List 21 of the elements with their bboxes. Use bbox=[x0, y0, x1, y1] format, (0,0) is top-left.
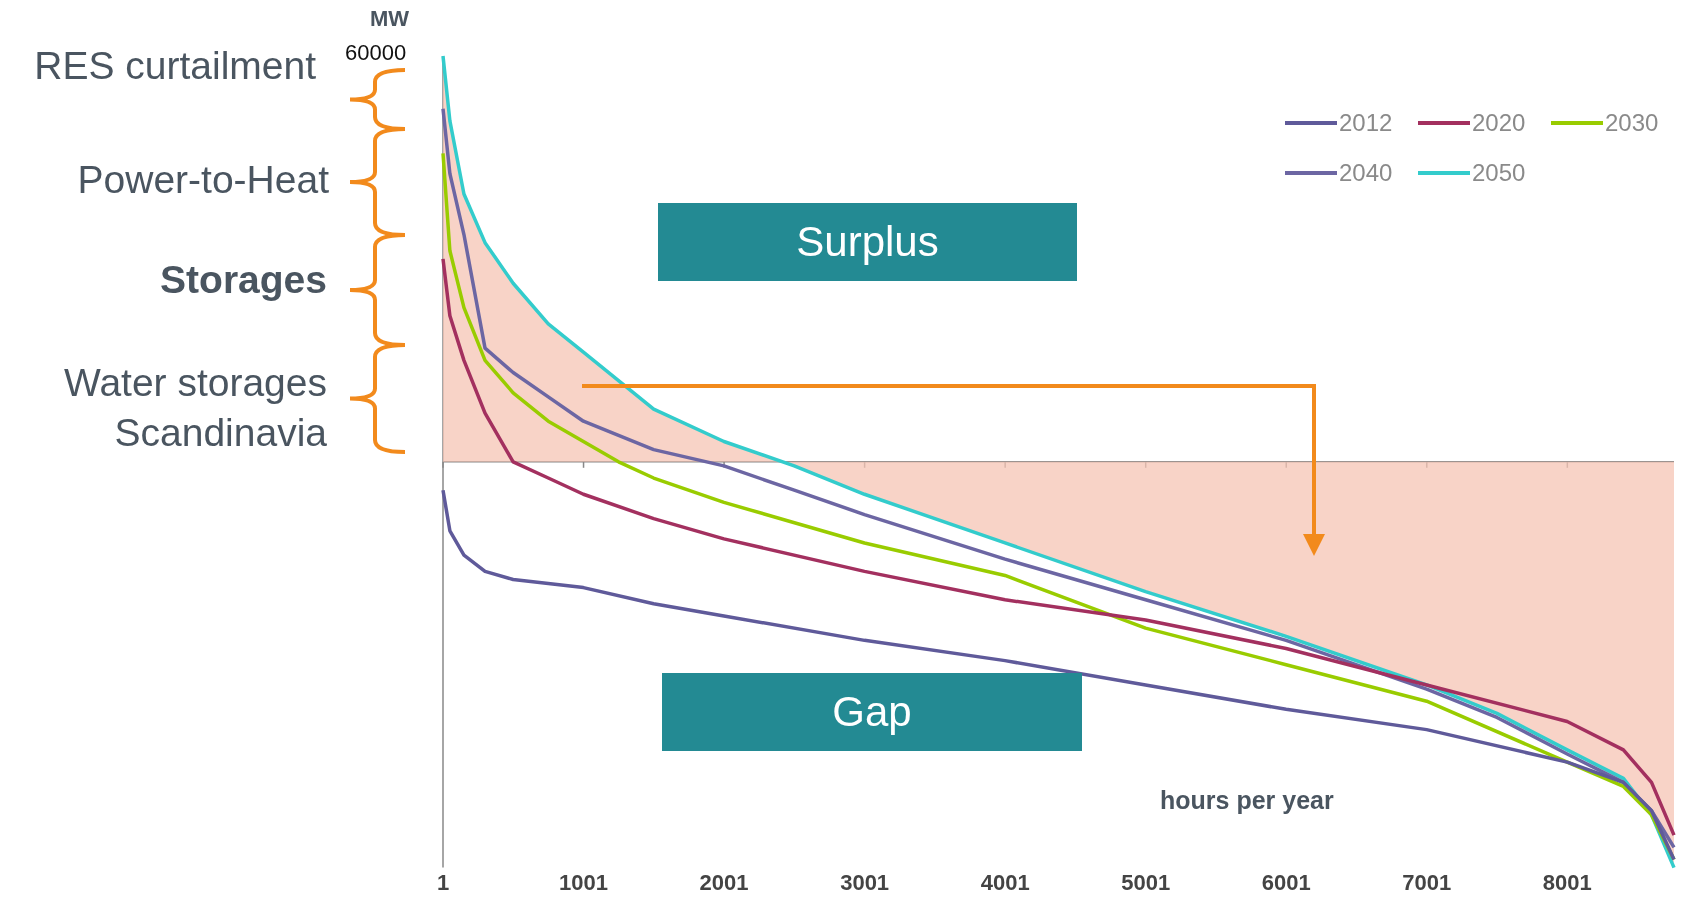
x-tick-label: 5001 bbox=[1121, 869, 1171, 895]
text: Water storages Scandinavia bbox=[64, 360, 327, 456]
text: Storages bbox=[160, 258, 327, 302]
x-tick-label: 1001 bbox=[559, 869, 609, 895]
x-tick-label: 3001 bbox=[840, 869, 890, 895]
x-tick-label: 4001 bbox=[980, 869, 1030, 895]
x-tick-label: 7001 bbox=[1402, 869, 1452, 895]
x-tick-label: 6001 bbox=[1261, 869, 1311, 895]
text: Power-to-Heat bbox=[77, 158, 329, 202]
text: RES curtailment bbox=[34, 44, 316, 88]
legend-label: 2040 bbox=[1339, 159, 1393, 187]
text: 60000 bbox=[345, 40, 407, 66]
x-tick-label: 1 bbox=[436, 869, 450, 895]
legend-label: 2020 bbox=[1472, 109, 1526, 137]
legend-label: 2030 bbox=[1605, 109, 1659, 137]
x-tick-label: 2001 bbox=[699, 869, 749, 895]
y-axis-title: MW bbox=[370, 6, 410, 32]
x-tick-label: 8001 bbox=[1542, 869, 1592, 895]
legend-label: 2012 bbox=[1339, 109, 1393, 137]
x-axis-title: hours per year bbox=[1160, 786, 1334, 815]
legend-label: 2050 bbox=[1472, 159, 1526, 187]
